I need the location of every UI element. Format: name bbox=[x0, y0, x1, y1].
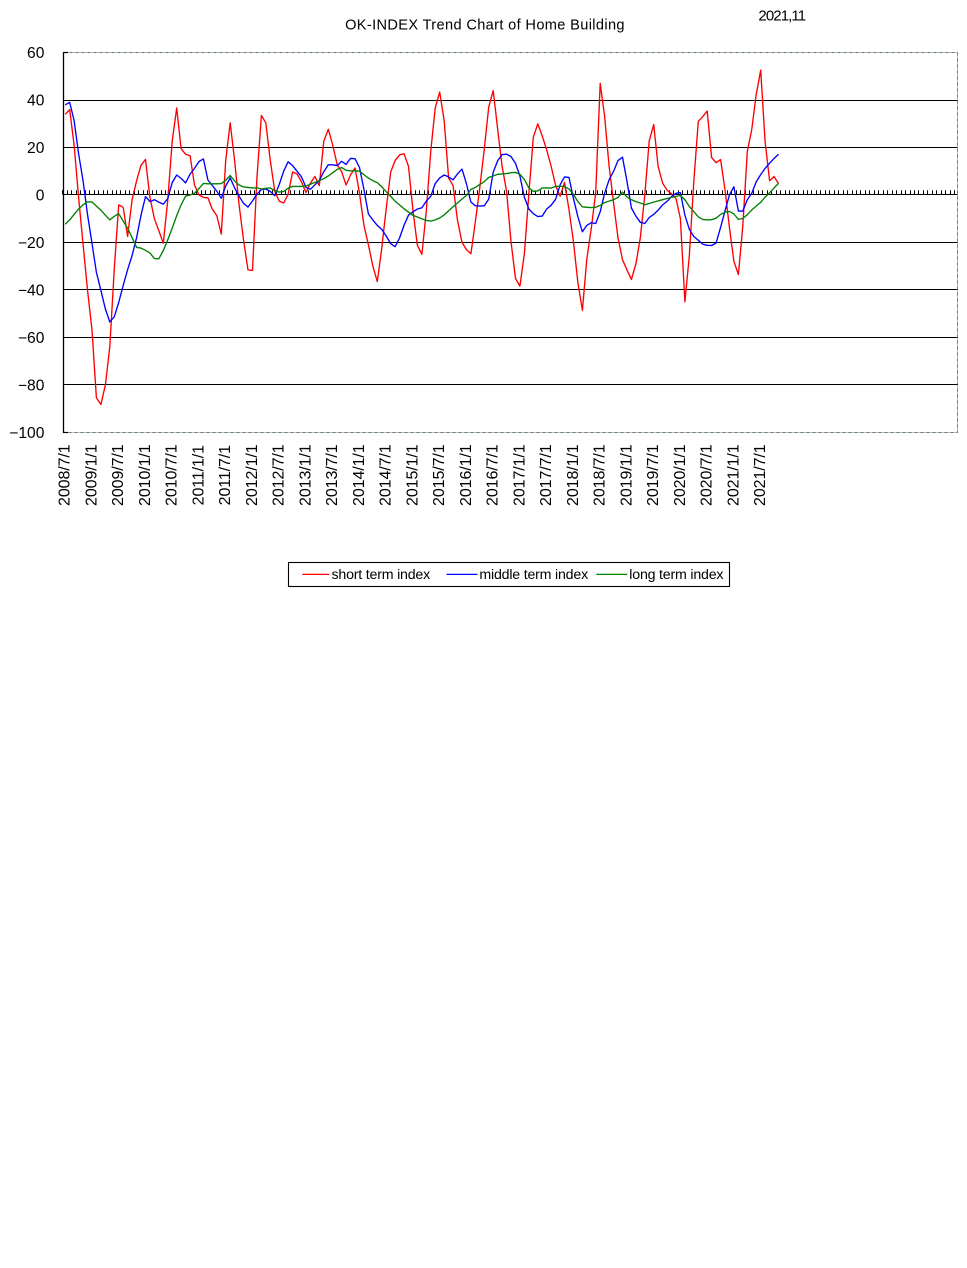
svg-text:2016/7/1: 2016/7/1 bbox=[485, 444, 502, 506]
svg-text:2016/1/1: 2016/1/1 bbox=[458, 444, 475, 506]
svg-text:−60: −60 bbox=[18, 330, 45, 347]
svg-text:0: 0 bbox=[36, 188, 45, 205]
svg-text:2021,11: 2021,11 bbox=[758, 8, 805, 25]
svg-text:2015/1/1: 2015/1/1 bbox=[405, 444, 422, 506]
svg-text:2010/7/1: 2010/7/1 bbox=[164, 444, 181, 506]
svg-text:2009/7/1: 2009/7/1 bbox=[110, 444, 127, 506]
svg-text:2014/1/1: 2014/1/1 bbox=[351, 444, 368, 506]
svg-text:−80: −80 bbox=[18, 377, 45, 394]
svg-text:−20: −20 bbox=[18, 235, 45, 252]
svg-text:2018/1/1: 2018/1/1 bbox=[565, 444, 582, 506]
svg-text:2014/7/1: 2014/7/1 bbox=[378, 444, 395, 506]
svg-text:short term index: short term index bbox=[332, 567, 431, 583]
svg-text:2017/7/1: 2017/7/1 bbox=[538, 444, 555, 506]
svg-text:2008/7/1: 2008/7/1 bbox=[57, 444, 74, 506]
svg-text:2019/7/1: 2019/7/1 bbox=[645, 444, 662, 506]
svg-text:2013/7/1: 2013/7/1 bbox=[324, 444, 341, 506]
svg-text:60: 60 bbox=[27, 45, 45, 62]
svg-text:2021/1/1: 2021/1/1 bbox=[725, 444, 742, 506]
svg-text:2017/1/1: 2017/1/1 bbox=[511, 444, 528, 506]
svg-text:−100: −100 bbox=[9, 425, 44, 442]
svg-text:−40: −40 bbox=[18, 283, 45, 300]
svg-text:2018/7/1: 2018/7/1 bbox=[592, 444, 609, 506]
svg-text:long term index: long term index bbox=[629, 567, 723, 583]
svg-text:2019/1/1: 2019/1/1 bbox=[618, 444, 635, 506]
svg-text:2021/7/1: 2021/7/1 bbox=[752, 444, 769, 506]
svg-text:2012/7/1: 2012/7/1 bbox=[271, 444, 288, 506]
svg-text:2010/1/1: 2010/1/1 bbox=[137, 444, 154, 506]
svg-text:2020/1/1: 2020/1/1 bbox=[672, 444, 689, 506]
svg-text:OK-INDEX Trend Chart of Home B: OK-INDEX Trend Chart of Home Building bbox=[345, 18, 625, 34]
svg-text:2013/1/1: 2013/1/1 bbox=[298, 444, 315, 506]
svg-text:2011/7/1: 2011/7/1 bbox=[217, 445, 234, 505]
svg-text:40: 40 bbox=[27, 93, 45, 110]
svg-text:20: 20 bbox=[27, 140, 45, 157]
svg-text:2015/7/1: 2015/7/1 bbox=[431, 444, 448, 506]
svg-text:2012/1/1: 2012/1/1 bbox=[244, 444, 261, 506]
svg-text:2020/7/1: 2020/7/1 bbox=[699, 444, 716, 506]
svg-text:2011/1/1: 2011/1/1 bbox=[191, 445, 208, 505]
svg-text:middle term index: middle term index bbox=[479, 567, 588, 583]
svg-text:2009/1/1: 2009/1/1 bbox=[84, 444, 101, 506]
